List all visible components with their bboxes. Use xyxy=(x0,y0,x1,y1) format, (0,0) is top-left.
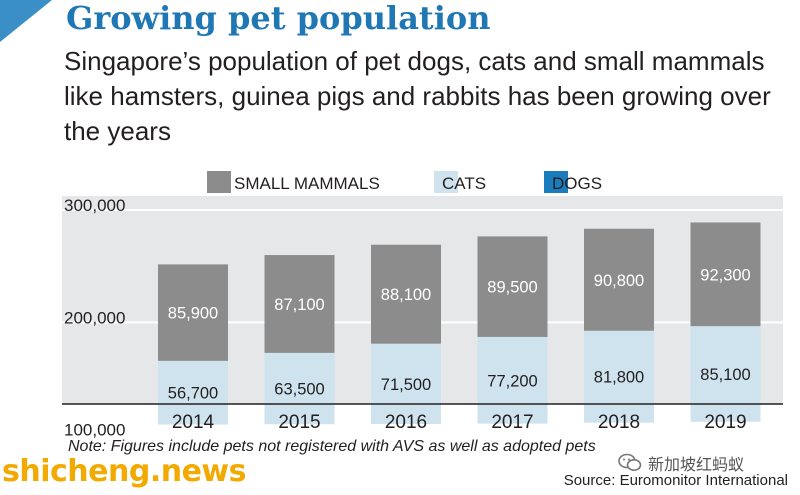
bar-segment-cats xyxy=(371,343,441,424)
bar-segment-cats xyxy=(690,326,761,422)
x-tick-label: 2017 xyxy=(491,412,533,433)
legend-swatch-dogs xyxy=(544,171,568,193)
x-tick-label: 2018 xyxy=(598,412,640,433)
bar-value-label: 88,100 xyxy=(381,286,431,304)
x-tick-label: 2016 xyxy=(385,412,427,433)
y-tick-label: 300,000 xyxy=(64,196,125,215)
bar-segment-small-mammals xyxy=(477,236,548,337)
legend-swatch-small-mammals xyxy=(207,171,231,193)
bar-value-label: 81,800 xyxy=(594,369,644,387)
bar-value-label: 63,500 xyxy=(274,381,324,399)
x-tick-label: 2019 xyxy=(704,412,746,433)
bar-segment-small-mammals xyxy=(584,228,654,331)
bar-value-label: 77,200 xyxy=(487,372,537,390)
bar-segment-cats xyxy=(477,336,548,424)
y-tick-label: 200,000 xyxy=(64,308,125,327)
chart-title: Growing pet population xyxy=(66,0,491,37)
bar-value-label: 89,500 xyxy=(487,279,537,297)
bar-segment-small-mammals xyxy=(690,222,761,327)
x-tick-label: 2014 xyxy=(172,412,215,433)
bar-value-label: 56,700 xyxy=(168,385,218,403)
bar-value-label: 85,900 xyxy=(168,305,218,323)
chart-subtitle: Singapore’s population of pet dogs, cats… xyxy=(64,46,771,146)
bar-value-label: 92,300 xyxy=(700,266,750,284)
bar-segment-cats xyxy=(264,352,335,425)
chart-source: Source: Euromonitor International xyxy=(563,472,788,489)
bar-value-label: 90,800 xyxy=(594,272,644,290)
watermark: shicheng.news xyxy=(2,454,247,489)
bar-value-label: 71,500 xyxy=(381,376,431,394)
chart-note: Note: Figures include pets not registere… xyxy=(68,438,596,455)
legend-label: SMALL MAMMALS xyxy=(234,174,380,193)
wechat-badge: 新加坡红蚂蚁 xyxy=(618,452,744,474)
legend-swatch-cats xyxy=(434,171,458,193)
x-tick-label: 2015 xyxy=(278,412,320,433)
bar-value-label: 87,100 xyxy=(274,296,324,314)
bar-segment-small-mammals xyxy=(264,255,335,353)
bar-segment-small-mammals xyxy=(158,264,228,361)
corner-triangle-decoration xyxy=(0,0,52,42)
bar-segment-cats xyxy=(158,360,228,425)
wechat-icon xyxy=(618,453,642,471)
legend-label: DOGS xyxy=(552,174,602,193)
y-tick-label: 100,000 xyxy=(64,421,125,440)
bar-segment-cats xyxy=(584,330,654,423)
wechat-label: 新加坡红蚂蚁 xyxy=(648,455,745,474)
bar-value-label: 85,100 xyxy=(700,366,750,384)
bar-segment-small-mammals xyxy=(371,244,441,344)
legend-label: CATS xyxy=(442,174,486,193)
